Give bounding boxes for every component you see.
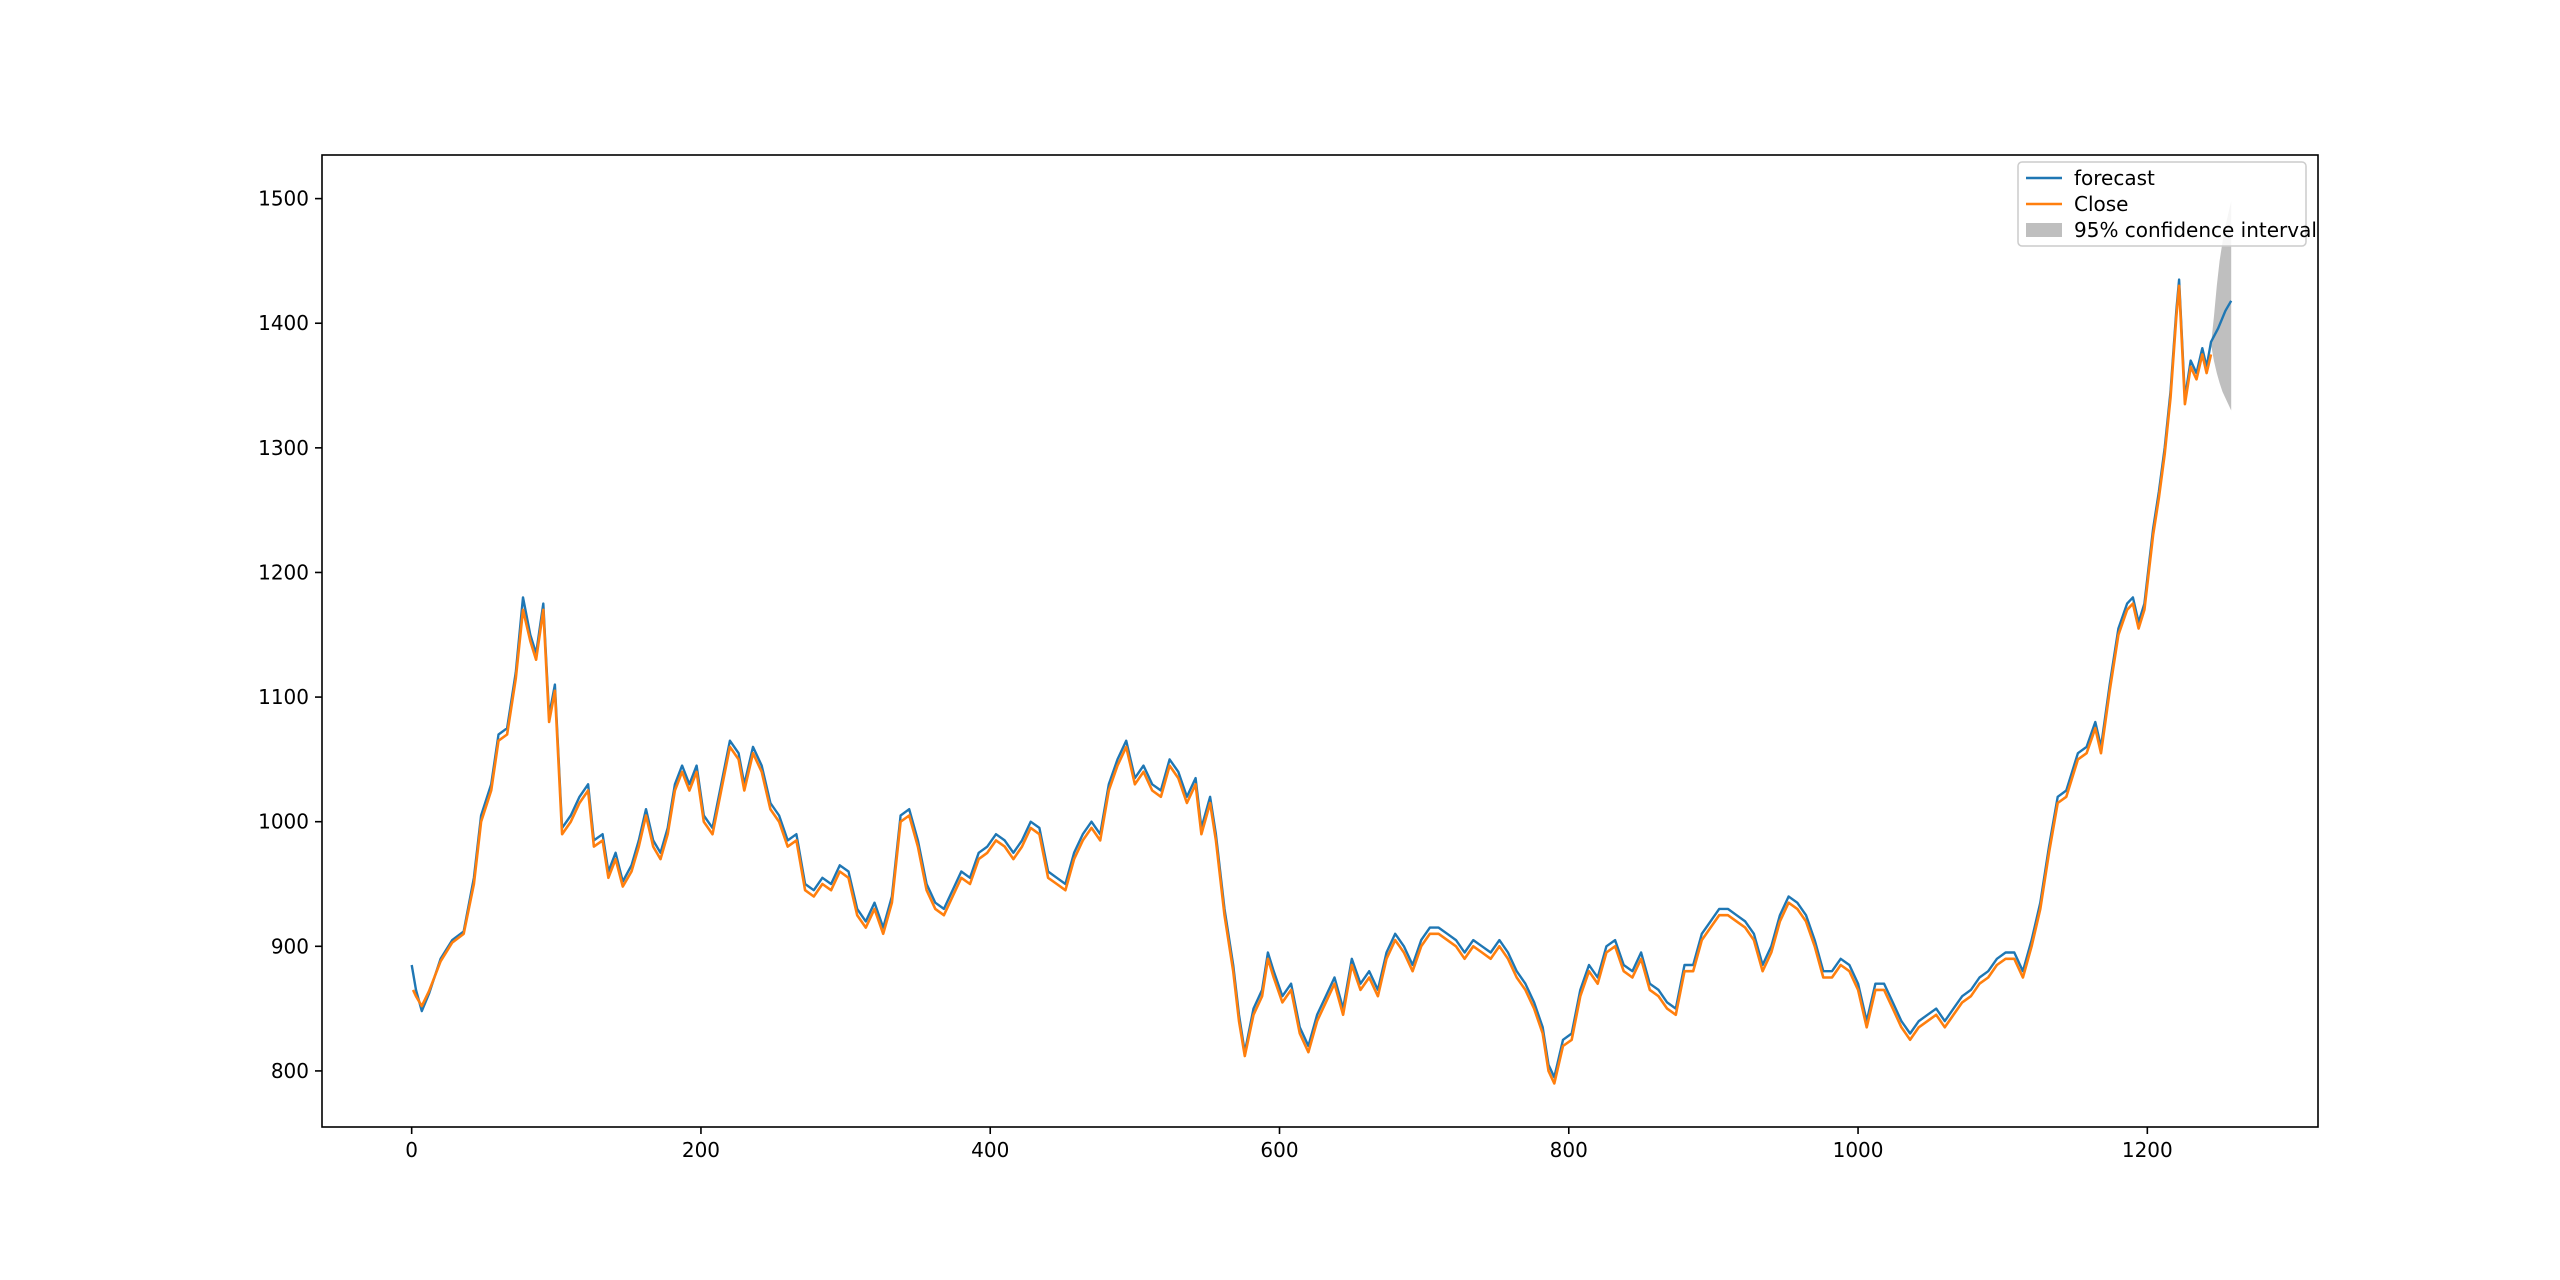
- y-tick-label: 1100: [258, 685, 309, 709]
- x-tick-label: 800: [1550, 1138, 1588, 1162]
- legend-label-95-confidence-interval: 95% confidence interval: [2074, 218, 2317, 242]
- legend-label-forecast: forecast: [2074, 166, 2155, 190]
- y-tick-label: 800: [271, 1059, 309, 1083]
- series-line-close: [411, 284, 2213, 1085]
- legend-label-close: Close: [2074, 192, 2128, 216]
- y-tick-label: 1300: [258, 436, 309, 460]
- axes-frame: [321, 154, 2319, 1128]
- x-tick-label: 1000: [1833, 1138, 1884, 1162]
- y-tick-label: 1400: [258, 311, 309, 335]
- y-tick-label: 1000: [258, 810, 309, 834]
- y-tick-label: 1200: [258, 560, 309, 584]
- x-tick-label: 1200: [2122, 1138, 2173, 1162]
- x-tick-label: 200: [682, 1138, 720, 1162]
- plot-area: [410, 201, 2233, 1085]
- x-tick-label: 400: [971, 1138, 1009, 1162]
- x-tick-label: 0: [405, 1138, 418, 1162]
- confidence-interval-band: [2211, 201, 2232, 411]
- x-tick-label: 600: [1260, 1138, 1298, 1162]
- y-tick-label: 1500: [258, 187, 309, 211]
- axes: 0 200 400 600 800 1000 1200 800 900 1000 1100 1200 1…: [258, 154, 2319, 1162]
- legend-swatch-95-confidence-interval: [2026, 223, 2062, 237]
- y-tick-label: 900: [271, 934, 309, 958]
- legend-box: [2017, 161, 2307, 247]
